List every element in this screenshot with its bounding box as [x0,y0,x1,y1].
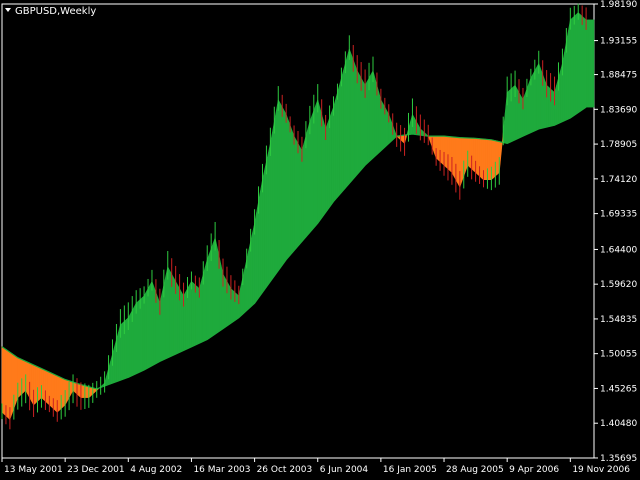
y-tick-label: 1.35695 [600,454,637,464]
fill-segment-299 [591,19,595,108]
y-tick-label: 1.83690 [600,105,637,115]
x-tick-label: 16 Jan 2005 [383,465,437,475]
y-tick-label: 1.88475 [600,71,637,81]
y-tick-label: 1.98190 [600,0,637,10]
y-tick-label: 1.74120 [600,175,637,185]
y-tick-label: 1.54835 [600,315,637,325]
y-tick-label: 1.93155 [600,37,637,47]
x-tick-label: 16 Mar 2003 [193,465,250,475]
fill-areas [1,11,595,421]
y-tick-label: 1.59620 [600,280,637,290]
x-tick-label: 13 May 2001 [4,465,63,475]
x-tick-label: 23 Dec 2001 [67,465,125,475]
plot-border [1,3,595,459]
triangle-down-icon[interactable] [5,8,11,12]
moving-average-line [1,106,587,390]
price-bars [1,3,587,430]
y-tick-label: 1.40480 [600,419,637,429]
x-tick-label: 19 Nov 2006 [572,465,630,475]
x-tick-label: 4 Aug 2002 [130,465,182,475]
x-tick-label: 9 Apr 2006 [509,465,559,475]
chart-title: GBPUSD,Weekly [15,6,96,17]
y-tick-label: 1.45265 [600,384,637,394]
y-tick-label: 1.64400 [600,245,637,255]
x-tick-label: 6 Jun 2004 [320,465,369,475]
y-tick-label: 1.50055 [600,350,637,360]
x-tick-label: 28 Aug 2005 [446,465,504,475]
y-tick-label: 1.78905 [600,140,637,150]
y-tick-label: 1.69335 [600,210,637,220]
x-tick-label: 26 Oct 2003 [257,465,313,475]
chart-title-group: GBPUSD,Weekly [5,6,96,17]
chart-frame [1,3,595,459]
